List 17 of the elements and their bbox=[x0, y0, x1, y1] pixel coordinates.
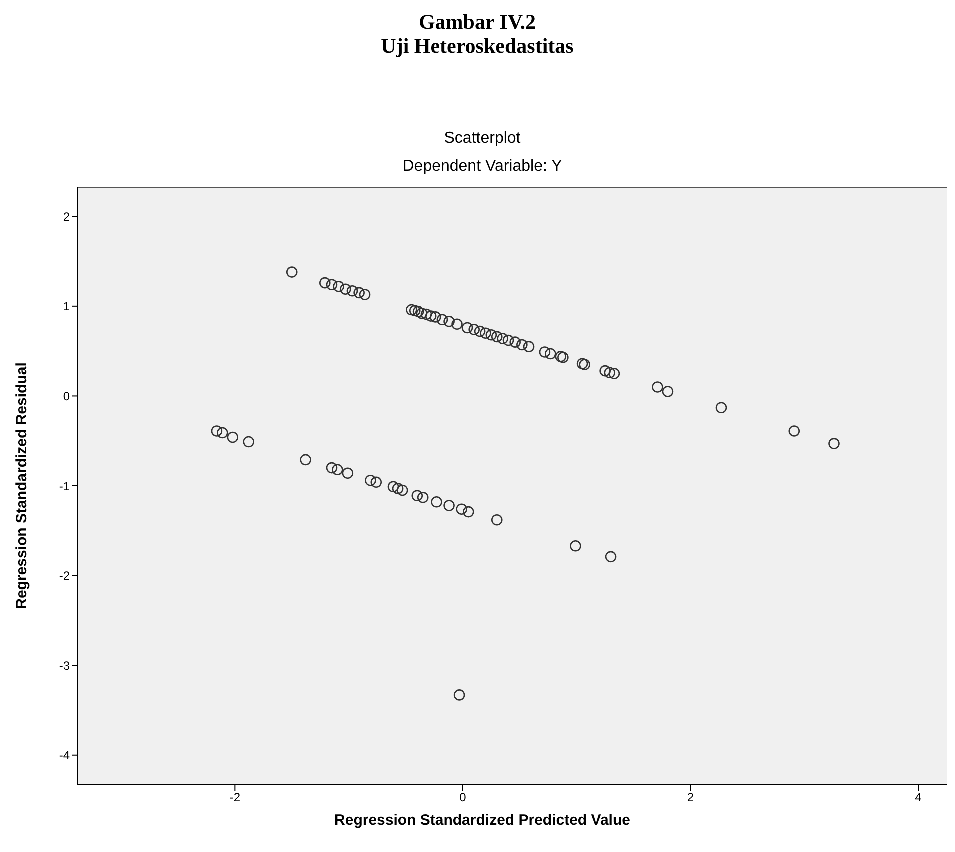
x-tick-label: 2 bbox=[687, 790, 694, 805]
y-tick-label: 1 bbox=[63, 300, 70, 314]
chart-title: Gambar IV.2 bbox=[418, 10, 538, 34]
text: Scatterplot bbox=[443, 130, 522, 148]
x-tick-label: 0 bbox=[460, 790, 467, 805]
y-axis-title: Regression Standardized Residual bbox=[14, 362, 30, 610]
y-tick-label: 2 bbox=[63, 210, 70, 224]
y-tick-label: 0 bbox=[63, 389, 70, 404]
y-tick-label: -4 bbox=[59, 748, 70, 763]
x-axis-title: Regression Standardized Predicted Value bbox=[334, 812, 632, 829]
y-tick-label: -1 bbox=[59, 479, 70, 494]
x-tick-label: 4 bbox=[915, 790, 922, 805]
text: Dependent Variable: Y bbox=[402, 158, 564, 176]
x-tick-label: -2 bbox=[230, 790, 241, 805]
chart-subtitle: Uji Heteroskedastitas bbox=[380, 34, 575, 58]
y-tick-label: -2 bbox=[59, 569, 70, 584]
y-tick-label: -3 bbox=[59, 658, 70, 673]
